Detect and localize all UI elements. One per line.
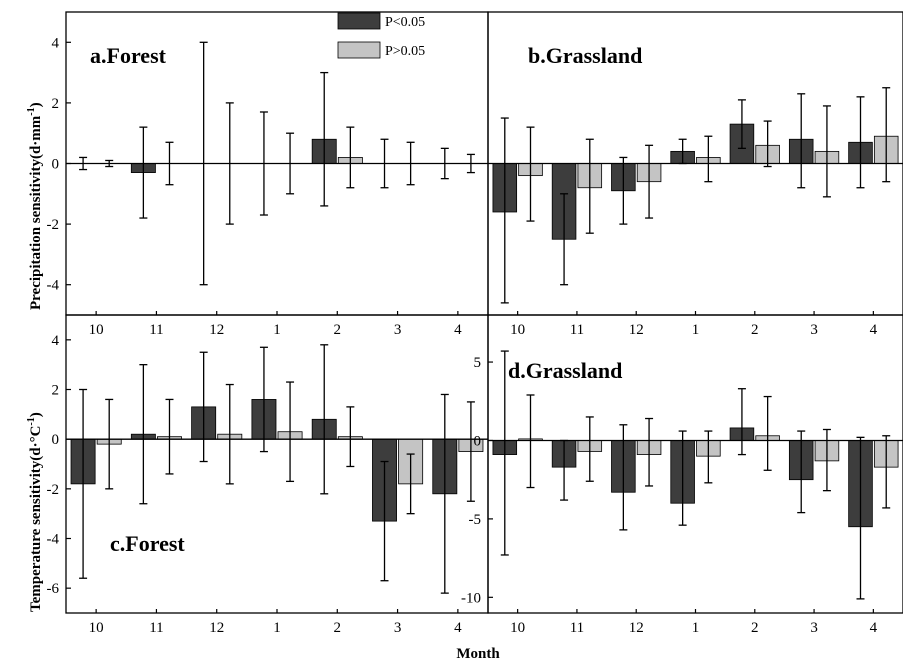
y-axis-title-bottom: Temperature sensitivity(d·°C-1) [26,412,44,612]
legend: P<0.05 P>0.05 [338,13,425,59]
xtick-label-c-10: 10 [89,620,104,636]
legend-label-sig: P<0.05 [385,15,425,30]
xtick-label-d-10: 10 [510,620,525,636]
xtick-label-b-3: 3 [810,322,818,338]
legend-swatch-sig [338,13,380,29]
xtick-label-b-2: 2 [751,322,759,338]
xtick-label-a-3: 3 [394,322,402,338]
panel-d-title: d.Grassland [508,358,622,383]
xtick-label-b-11: 11 [570,322,584,338]
ytick-label-c-2: 2 [52,383,60,399]
xtick-label-d-11: 11 [570,620,584,636]
xtick-label-a-10: 10 [89,322,104,338]
ytick-label-d--10: -10 [461,590,481,606]
xtick-label-a-11: 11 [149,322,163,338]
bars-layer [71,42,898,599]
xtick-label-c-11: 11 [149,620,163,636]
xtick-label-a-12: 12 [209,322,224,338]
panel-a-title: a.Forest [90,43,167,68]
xtick-label-b-10: 10 [510,322,525,338]
x-axis-title: Month [456,646,500,662]
ytick-label-a--2: -2 [47,217,60,233]
ytick-label-a-4: 4 [52,35,60,51]
legend-label-nonsig: P>0.05 [385,44,425,59]
xtick-label-b-1: 1 [692,322,700,338]
ytick-label-d-0: 0 [474,433,482,449]
ytick-label-c-4: 4 [52,333,60,349]
xtick-label-d-4: 4 [870,620,878,636]
xtick-label-d-3: 3 [810,620,818,636]
xtick-label-c-2: 2 [334,620,342,636]
ytick-label-c--4: -4 [47,532,60,548]
xtick-label-a-4: 4 [454,322,462,338]
ytick-label-a-2: 2 [52,96,60,112]
panel-c-title: c.Forest [110,531,185,556]
xtick-label-a-1: 1 [273,322,281,338]
xtick-label-b-4: 4 [870,322,878,338]
ytick-label-d-5: 5 [474,355,482,371]
xtick-label-c-3: 3 [394,620,402,636]
ytick-label-c-0: 0 [52,432,60,448]
ytick-label-c--2: -2 [47,482,60,498]
frame-c [66,315,488,613]
xtick-label-d-1: 1 [692,620,700,636]
ytick-label-d--5: -5 [469,512,482,528]
xtick-label-d-12: 12 [629,620,644,636]
xtick-label-c-4: 4 [454,620,462,636]
xtick-label-a-2: 2 [334,322,342,338]
xtick-label-d-2: 2 [751,620,759,636]
xtick-label-c-12: 12 [209,620,224,636]
xtick-label-c-1: 1 [273,620,281,636]
ytick-label-c--6: -6 [47,581,60,597]
xtick-label-b-12: 12 [629,322,644,338]
ytick-label-a-0: 0 [52,157,60,173]
y-axis-title-top: Precipitation sensitivity(d·mm-1) [26,102,44,310]
panel-b-title: b.Grassland [528,43,642,68]
ytick-label-a--4: -4 [47,278,60,294]
legend-swatch-nonsig [338,42,380,58]
